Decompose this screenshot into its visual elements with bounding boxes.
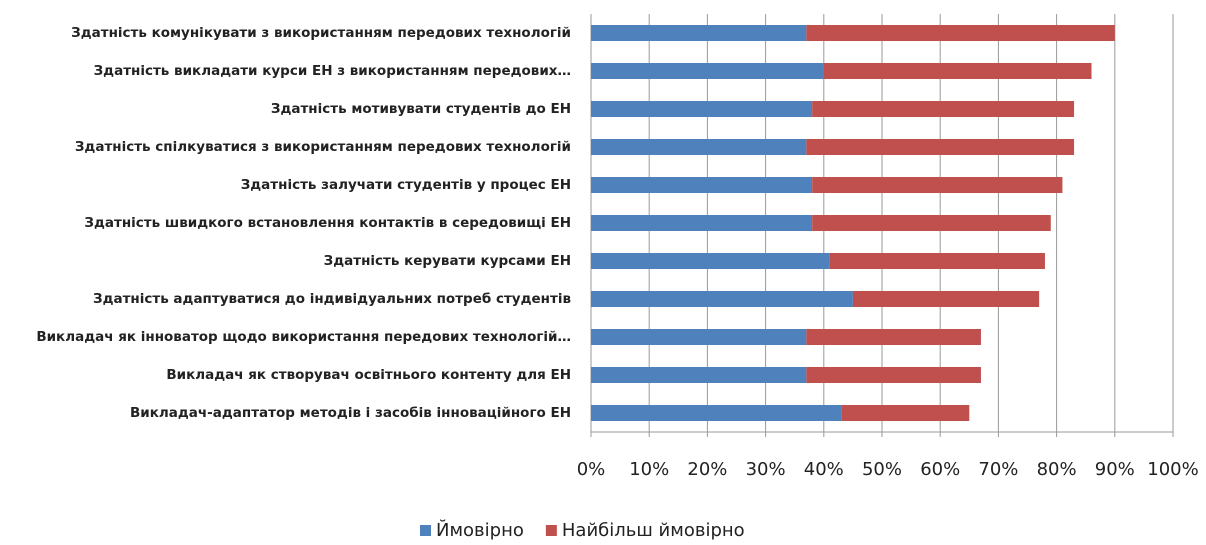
- category-label: Здатність спілкуватися з використанням п…: [75, 139, 571, 155]
- bar: [806, 367, 981, 383]
- bar: [812, 101, 1075, 117]
- bar: [591, 253, 830, 269]
- bar: [591, 139, 807, 155]
- bar: [829, 253, 1045, 269]
- bar: [591, 405, 842, 421]
- bar: [591, 367, 807, 383]
- legend-label: Найбільш ймовірно: [562, 520, 745, 541]
- category-label: Здатність адаптуватися до індивідуальних…: [93, 291, 571, 307]
- bar: [852, 291, 1040, 307]
- category-label: Викладач як створувач освітнього контент…: [166, 367, 571, 383]
- legend-label: Ймовірно: [436, 519, 524, 541]
- category-label: Здатність комунікувати з використанням п…: [71, 25, 571, 41]
- bar: [806, 329, 981, 345]
- category-label: Здатність мотивувати студентів до ЕН: [271, 101, 571, 117]
- x-tick-label: 40%: [804, 459, 844, 480]
- bar: [841, 405, 970, 421]
- bar: [812, 215, 1051, 231]
- bar: [591, 25, 807, 41]
- category-label: Викладач як інноватор щодо використання …: [36, 329, 571, 345]
- x-tick-label: 90%: [1095, 459, 1135, 480]
- legend-swatch: [420, 525, 431, 536]
- bar: [591, 215, 813, 231]
- x-tick-label: 50%: [862, 459, 902, 480]
- x-tick-label: 30%: [746, 459, 786, 480]
- bar: [591, 177, 813, 193]
- bar: [591, 63, 824, 79]
- bar: [591, 101, 813, 117]
- x-tick-label: 10%: [629, 459, 669, 480]
- bar: [591, 291, 853, 307]
- x-tick-label: 20%: [687, 459, 727, 480]
- bar: [806, 25, 1115, 41]
- x-tick-label: 100%: [1147, 459, 1198, 480]
- bar: [812, 177, 1063, 193]
- x-tick-label: 60%: [920, 459, 960, 480]
- x-tick-label: 0%: [577, 459, 606, 480]
- category-label: Викладач-адаптатор методів і засобів інн…: [130, 405, 571, 421]
- category-label: Здатність викладати курси ЕН з використа…: [94, 63, 571, 79]
- bar: [591, 329, 807, 345]
- bar: [806, 139, 1075, 155]
- category-label: Здатність керувати курсами ЕН: [324, 253, 571, 269]
- category-label: Здатність залучати студентів у процес ЕН: [241, 177, 571, 193]
- x-tick-label: 70%: [978, 459, 1018, 480]
- x-tick-label: 80%: [1037, 459, 1077, 480]
- bar: [823, 63, 1092, 79]
- legend-swatch: [545, 525, 557, 536]
- category-label: Здатність швидкого встановлення контакті…: [84, 215, 571, 231]
